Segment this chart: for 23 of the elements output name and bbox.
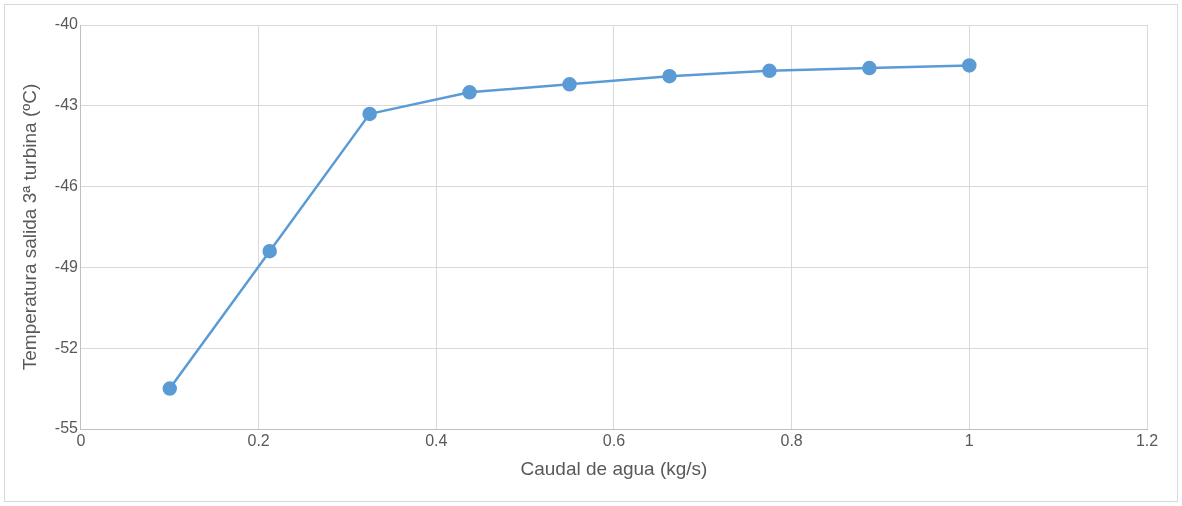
point bbox=[962, 58, 977, 73]
y-tick-label: -46 bbox=[54, 177, 79, 195]
point bbox=[662, 68, 677, 84]
y-tick-label: -52 bbox=[54, 338, 79, 356]
x-tick-label: 0 bbox=[76, 432, 86, 450]
point bbox=[362, 106, 377, 122]
y-tick-label: -49 bbox=[54, 257, 79, 275]
point bbox=[762, 63, 777, 79]
x-axis-title: Caudal de agua (kg/s) bbox=[520, 457, 708, 479]
x-tick-label: 0.2 bbox=[247, 432, 270, 450]
y-axis-title: Temperatura salida 3ª turbina (ºC) bbox=[18, 83, 40, 371]
x-tick-label: 0.8 bbox=[780, 432, 803, 450]
x-tick-label: 1.2 bbox=[1135, 432, 1159, 450]
point bbox=[862, 60, 877, 76]
point bbox=[162, 381, 178, 396]
x-tick-label: 0.4 bbox=[425, 432, 448, 450]
point bbox=[262, 243, 277, 259]
point bbox=[562, 77, 577, 92]
x-tick-label: 0.6 bbox=[602, 432, 626, 450]
x-tick-label: 1 bbox=[964, 432, 974, 450]
y-tick-label: -40 bbox=[54, 15, 79, 33]
y-tick-label: -43 bbox=[54, 96, 79, 114]
point bbox=[462, 85, 477, 100]
